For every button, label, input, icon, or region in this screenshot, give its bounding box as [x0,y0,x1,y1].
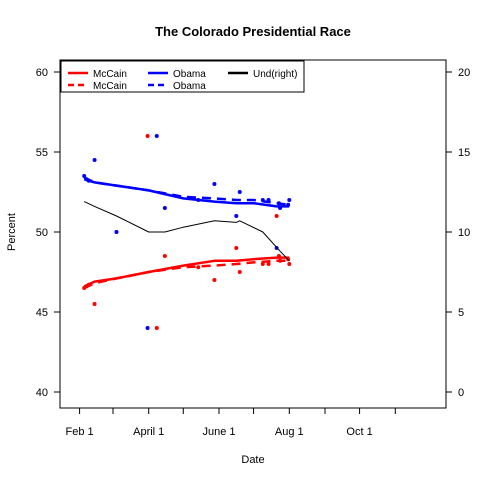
axes: Feb 1 April 1 June 1 Aug 1 Oct 1 40 45 50 55 60 0 5… [36,67,471,438]
y-left-tick-label: 45 [36,307,48,319]
x-tick-label: April 1 [133,426,164,438]
obama-poll-point [162,206,167,210]
legend-box [60,60,305,93]
obama-poll-point [114,230,119,234]
mccain-poll-point [266,262,271,266]
x-axis-label: Date [241,454,264,466]
y-right-tick-label: 20 [458,67,470,79]
obama-poll-point [237,190,242,194]
mccain-poll-point [212,278,217,282]
obama-poll-point [145,326,150,330]
mccain-poll-point [196,265,201,270]
mccain-poll-point [234,246,239,250]
y-left-tick-label: 60 [36,67,48,79]
mccain-dashed-trend-line [83,259,290,290]
mccain-poll-point [237,270,242,274]
mccain-poll-point [274,214,279,218]
legend-label: Obama [173,81,206,92]
y-left-tick-label: 50 [36,227,48,239]
legend-label: McCain [93,69,127,80]
x-tick-label: Oct 1 [346,426,372,438]
obama-poll-point [92,158,97,162]
und-right-solid-trend-line [83,201,290,262]
obama-poll-point [212,182,217,186]
mccain-poll-point [162,254,167,258]
mccain-solid-trend-line [83,256,290,288]
y-axis-label: Percent [6,213,18,251]
obama-poll-point [287,198,292,202]
legend-label: Und(right) [253,69,297,80]
obama-poll-point [234,214,239,218]
x-tick-label: Aug 1 [275,426,304,438]
x-tick-label: June 1 [202,426,235,438]
mccain-poll-point [92,302,97,306]
y-left-tick-label: 40 [36,387,48,399]
x-tick-label: Feb 1 [66,426,94,438]
obama-poll-point [154,134,159,138]
y-left-tick-label: 55 [36,147,48,159]
mccain-poll-point [154,326,159,330]
mccain-poll-point [145,134,150,138]
y-right-tick-label: 15 [458,147,470,159]
obama-dashed-trend-line [83,176,290,207]
legend-label: Obama [173,69,206,80]
y-right-tick-label: 5 [458,307,464,319]
series-group [82,134,292,330]
obama-solid-trend-line [83,178,290,208]
y-right-tick-label: 10 [458,227,470,239]
legend-label: McCain [93,81,127,92]
y-right-tick-label: 0 [458,387,464,399]
mccain-poll-point [287,262,292,266]
plot-frame [59,59,447,409]
chart-title: The Colorado Presidential Race [155,24,351,39]
